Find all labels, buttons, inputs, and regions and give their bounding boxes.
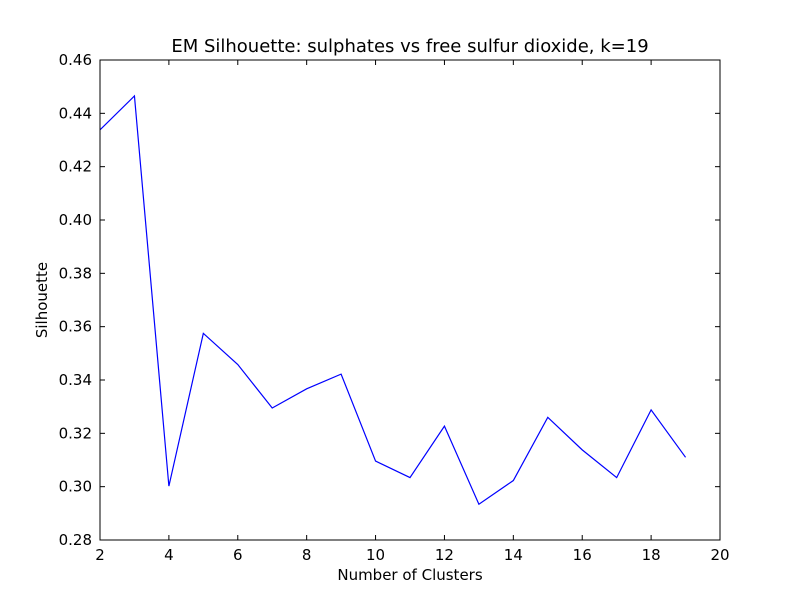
plot-frame bbox=[99, 59, 721, 541]
y-tick-label: 0.38 bbox=[59, 264, 92, 282]
y-tick-label: 0.40 bbox=[59, 211, 92, 229]
y-tick-label: 0.34 bbox=[59, 371, 92, 389]
x-tick-label: 2 bbox=[95, 546, 105, 564]
x-tick-label: 6 bbox=[233, 546, 243, 564]
y-tick-label: 0.46 bbox=[59, 51, 92, 69]
x-tick-label: 8 bbox=[302, 546, 312, 564]
x-axis-label: Number of Clusters bbox=[337, 566, 482, 584]
x-tick-label: 18 bbox=[642, 546, 661, 564]
series-line bbox=[99, 94, 687, 506]
x-tick-label: 4 bbox=[164, 546, 174, 564]
y-tick-label: 0.44 bbox=[59, 104, 92, 122]
series-layer bbox=[99, 94, 687, 506]
y-tick-label: 0.36 bbox=[59, 318, 92, 336]
y-tick-label: 0.32 bbox=[59, 424, 92, 442]
ticks-layer: 2 4 6 8 10 12 14 16 18 20 0.28 0.30 0.32 0.34 0.36 0.38… bbox=[59, 51, 730, 564]
y-tick-label: 0.42 bbox=[59, 158, 92, 176]
x-tick-label: 10 bbox=[366, 546, 385, 564]
y-axis-label: Silhouette bbox=[33, 262, 51, 338]
x-tick-label: 14 bbox=[504, 546, 523, 564]
x-tick-label: 20 bbox=[710, 546, 729, 564]
y-tick-label: 0.30 bbox=[59, 478, 92, 496]
x-tick-label: 16 bbox=[573, 546, 592, 564]
chart-title: EM Silhouette: sulphates vs free sulfur … bbox=[171, 36, 648, 57]
x-tick-label: 12 bbox=[435, 546, 454, 564]
y-tick-label: 0.28 bbox=[59, 531, 92, 549]
